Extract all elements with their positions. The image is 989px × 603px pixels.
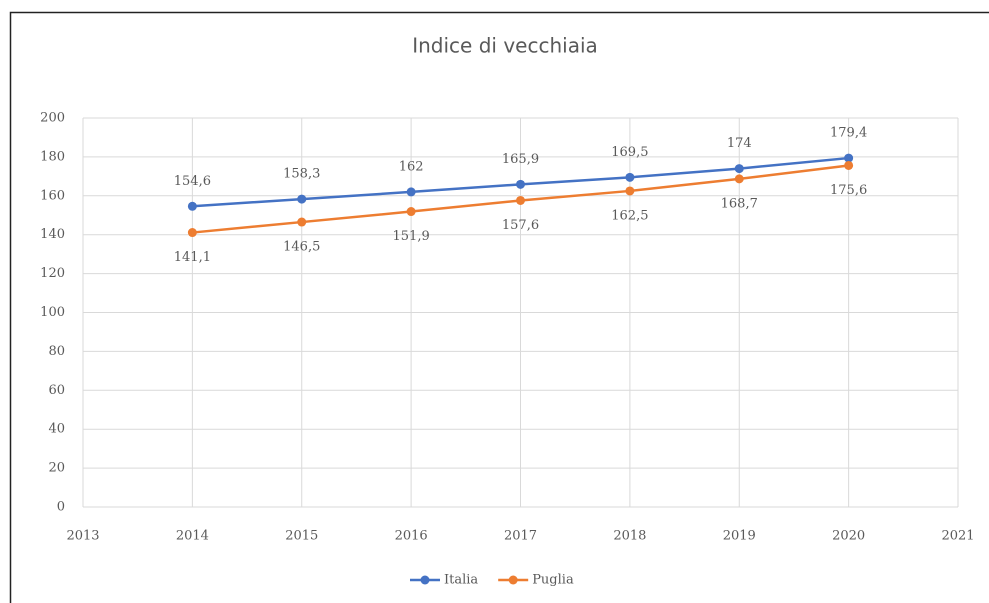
chart-title: Indice di vecchiaia	[412, 34, 598, 58]
data-point	[625, 186, 635, 196]
x-tick-label: 2020	[832, 529, 865, 544]
x-tick-label: 2021	[941, 529, 974, 544]
y-tick-label: 60	[48, 383, 65, 398]
y-tick-label: 180	[40, 149, 65, 164]
data-label: 154,6	[174, 174, 211, 189]
data-label: 175,6	[830, 183, 867, 198]
x-tick-label: 2013	[66, 529, 99, 544]
data-point	[734, 174, 744, 184]
data-label: 162	[399, 159, 424, 174]
data-point	[406, 207, 416, 217]
data-label: 146,5	[283, 240, 320, 255]
data-point	[516, 195, 525, 205]
x-tick-label: 2015	[285, 529, 318, 544]
x-tick-label: 2016	[395, 529, 428, 544]
data-label: 169,5	[611, 145, 648, 160]
y-tick-label: 200	[40, 111, 65, 126]
y-tick-label: 120	[40, 266, 65, 281]
x-tick-label: 2017	[504, 529, 537, 544]
data-label: 157,6	[502, 218, 539, 233]
data-label: 162,5	[611, 208, 648, 223]
legend-marker	[508, 575, 518, 585]
data-point	[187, 228, 197, 238]
y-tick-label: 0	[57, 500, 65, 515]
x-tick-label: 2019	[723, 529, 756, 544]
data-point	[625, 172, 635, 182]
data-label: 151,9	[393, 229, 430, 244]
data-label: 174	[727, 136, 752, 151]
data-point	[734, 164, 744, 174]
data-label: 168,7	[721, 196, 758, 211]
data-point	[844, 153, 854, 163]
data-label: 179,4	[830, 126, 867, 141]
data-point	[844, 160, 854, 170]
y-tick-label: 140	[40, 227, 65, 242]
y-tick-label: 40	[48, 422, 65, 437]
data-point	[187, 201, 197, 211]
data-label: 141,1	[174, 250, 211, 265]
data-point	[297, 217, 307, 227]
chart-frame	[9, 11, 989, 603]
x-tick-label: 2018	[613, 529, 646, 544]
data-point	[406, 187, 416, 197]
y-tick-label: 100	[40, 305, 65, 320]
legend-marker	[420, 575, 430, 585]
y-tick-label: 20	[48, 461, 65, 476]
data-label: 158,3	[283, 167, 320, 182]
data-point	[297, 194, 307, 204]
y-tick-label: 80	[48, 344, 65, 359]
legend-label: Italia	[444, 573, 478, 588]
legend-label: Puglia	[532, 573, 574, 588]
data-point	[516, 179, 525, 189]
x-tick-label: 2014	[176, 529, 209, 544]
data-label: 165,9	[502, 152, 539, 167]
y-tick-label: 160	[40, 188, 65, 203]
